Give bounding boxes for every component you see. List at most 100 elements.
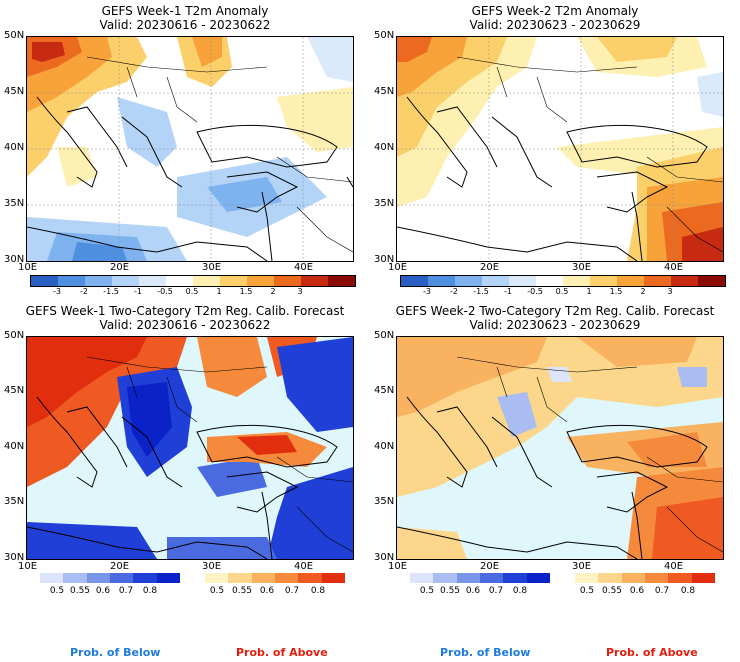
lon-label: 20E [110, 262, 130, 273]
colorbar-swatch [274, 573, 299, 583]
prob-above-title: Prob. of Above [606, 646, 698, 659]
colorbar-swatch [63, 573, 87, 583]
colorbar-swatch [31, 276, 58, 286]
anomaly-map-graphic [27, 37, 353, 261]
lon-label: 30E [572, 262, 592, 273]
panel-valid-dates: Valid: 20230623 - 20230629 [469, 318, 641, 332]
panel-valid-dates: Valid: 20230616 - 20230622 [99, 18, 271, 32]
below-colorbar [40, 573, 180, 583]
lat-label: 30N [4, 254, 25, 265]
panel-valid-dates: Valid: 20230616 - 20230622 [99, 318, 271, 332]
colorbar-swatch [228, 573, 252, 583]
colorbar-label: -0.5 [157, 287, 173, 296]
lon-label: 20E [480, 262, 500, 273]
colorbar-label: 0.6 [95, 586, 111, 596]
lat-label: 50N [4, 330, 25, 341]
colorbar-label: 0.5 [49, 586, 65, 596]
lat-label: 30N [374, 254, 395, 265]
colorbar-label: 3 [667, 287, 673, 296]
lat-label: 45N [374, 385, 395, 396]
colorbar-label: 0.8 [512, 586, 528, 596]
colorbar-swatch [698, 276, 725, 286]
colorbar-label: 0.5 [419, 586, 435, 596]
lon-label: 10E [18, 262, 38, 273]
colorbar-label: 1.5 [609, 287, 623, 296]
colorbar-swatch [112, 276, 139, 286]
colorbar-label: 1 [216, 287, 222, 296]
colorbar-label: 0.8 [310, 586, 326, 596]
lat-label: 30N [4, 552, 25, 563]
colorbar-label: -0.5 [527, 287, 543, 296]
colorbar-swatch [509, 276, 536, 286]
prob-above-title: Prob. of Above [236, 646, 328, 659]
colorbar-swatch [328, 276, 355, 286]
colorbar-label: -2 [80, 287, 88, 296]
colorbar-label: 0.7 [284, 586, 300, 596]
anomaly-colorbar [30, 275, 356, 287]
probability-map-graphic [397, 337, 723, 559]
panel-week1-probability: GEFS Week-1 Two-Category T2m Reg. Calib.… [0, 300, 370, 662]
colorbar-label: 0.7 [488, 586, 504, 596]
lat-label: 30N [374, 552, 395, 563]
colorbar-label: 2 [640, 287, 646, 296]
colorbar-swatch [503, 573, 527, 583]
lat-label: 35N [374, 496, 395, 507]
lon-label: 40E [294, 262, 314, 273]
colorbar-swatch [401, 276, 428, 286]
colorbar-swatch [251, 573, 275, 583]
colorbar-swatch [575, 573, 599, 583]
colorbar-label: -1 [134, 287, 142, 296]
colorbar-swatch [644, 276, 671, 286]
above-colorbar [205, 573, 345, 583]
colorbar-swatch [85, 276, 112, 286]
lat-label: 35N [4, 198, 25, 209]
colorbar-label: -2 [450, 287, 458, 296]
anomaly-map [26, 36, 354, 262]
colorbar-label: 0.5 [579, 586, 595, 596]
colorbar-swatch [482, 276, 509, 286]
lat-label: 35N [374, 198, 395, 209]
colorbar-label: -1.5 [473, 287, 489, 296]
colorbar-label: 0.55 [439, 586, 461, 596]
colorbar-swatch [301, 276, 328, 286]
panel-title: GEFS Week-1 T2m Anomaly [101, 4, 269, 18]
colorbar-swatch [58, 276, 85, 286]
lat-label: 50N [374, 30, 395, 41]
colorbar-label: 0.7 [118, 586, 134, 596]
colorbar-swatch [220, 276, 247, 286]
lon-label: 40E [664, 262, 684, 273]
colorbar-swatch [40, 573, 64, 583]
colorbar-label: 0.7 [654, 586, 670, 596]
lon-label: 30E [202, 262, 222, 273]
anomaly-colorbar [400, 275, 726, 287]
colorbar-label: 0.6 [259, 586, 275, 596]
colorbar-swatch [205, 573, 229, 583]
colorbar-swatch [479, 573, 504, 583]
colorbar-label: 0.55 [231, 586, 253, 596]
lat-label: 35N [4, 496, 25, 507]
colorbar-label: 0.8 [142, 586, 158, 596]
colorbar-label: 0.5 [209, 586, 225, 596]
colorbar-label: 3 [297, 287, 303, 296]
probability-map [396, 336, 724, 560]
lon-label: 20E [110, 561, 130, 572]
colorbar-label: -3 [423, 287, 431, 296]
lon-label: 10E [388, 561, 408, 572]
colorbar-swatch [456, 573, 480, 583]
colorbar-swatch [156, 573, 180, 583]
panel-week2-probability: GEFS Week-2 Two-Category T2m Reg. Calib.… [370, 300, 740, 662]
panel-week2-anomaly: GEFS Week-2 T2m Anomaly Valid: 20230623 … [370, 0, 740, 300]
colorbar-swatch [139, 276, 166, 286]
colorbar-swatch [298, 573, 322, 583]
anomaly-map-graphic [397, 37, 723, 261]
colorbar-swatch [526, 573, 550, 583]
lat-label: 50N [4, 30, 25, 41]
colorbar-swatch [428, 276, 455, 286]
lat-label: 40N [374, 142, 395, 153]
colorbar-label: -1 [504, 287, 512, 296]
colorbar-label: 1.5 [239, 287, 253, 296]
colorbar-swatch [166, 276, 193, 286]
colorbar-label: 1 [586, 287, 592, 296]
colorbar-swatch [133, 573, 157, 583]
anomaly-map [396, 36, 724, 262]
